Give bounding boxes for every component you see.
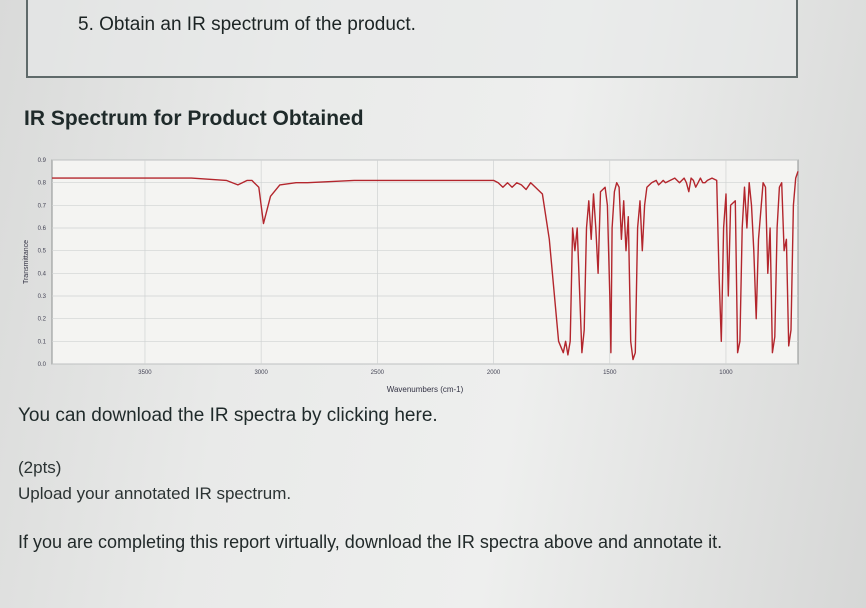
plot-area <box>51 159 799 365</box>
question-text: 5. Obtain an IR spectrum of the product. <box>78 14 416 35</box>
y-tick-label: 0.9 <box>38 158 47 164</box>
x-tick-label: 3500 <box>138 370 152 376</box>
x-tick-label: 2500 <box>371 370 385 376</box>
x-tick-label: 1000 <box>719 370 733 376</box>
y-tick-label: 0.1 <box>38 339 47 345</box>
x-tick-label: 3000 <box>254 370 268 376</box>
download-suffix: . <box>432 405 438 426</box>
ir-spectrum-svg: 0.0 0.1 0.2 0.3 0.4 0.5 0.6 0.7 0.8 0.9 3500 3000 25… <box>23 158 799 394</box>
question-box <box>26 0 798 78</box>
y-axis-label: Transmittance <box>23 240 30 284</box>
y-tick-label: 0.7 <box>38 203 47 209</box>
download-link[interactable]: clicking here <box>326 405 433 426</box>
x-axis-label: Wavenumbers (cm-1) <box>387 385 464 394</box>
y-tick-label: 0.2 <box>38 317 47 323</box>
y-tick-label: 0.3 <box>38 294 47 300</box>
x-tick-label: 1500 <box>603 370 617 376</box>
y-tick-label: 0.6 <box>38 226 47 232</box>
y-tick-label: 0.4 <box>38 271 47 277</box>
spectrum-line <box>52 171 799 361</box>
y-tick-label: 0.5 <box>38 249 47 255</box>
section-title: IR Spectrum for Product Obtained <box>24 107 364 130</box>
points-label: (2pts) <box>18 458 62 477</box>
x-tick-label: 2000 <box>487 370 501 376</box>
download-line: You can download the IR spectra by click… <box>18 405 438 427</box>
ir-spectrum-chart: 0.0 0.1 0.2 0.3 0.4 0.5 0.6 0.7 0.8 0.9 3500 3000 25… <box>14 148 812 406</box>
virtual-instruction: If you are completing this report virtua… <box>18 532 723 552</box>
download-prefix: You can download the IR spectra by <box>18 405 327 426</box>
upload-instruction: Upload your annotated IR spectrum. <box>18 484 292 503</box>
y-tick-label: 0.0 <box>38 362 47 368</box>
y-tick-label: 0.8 <box>38 181 47 187</box>
